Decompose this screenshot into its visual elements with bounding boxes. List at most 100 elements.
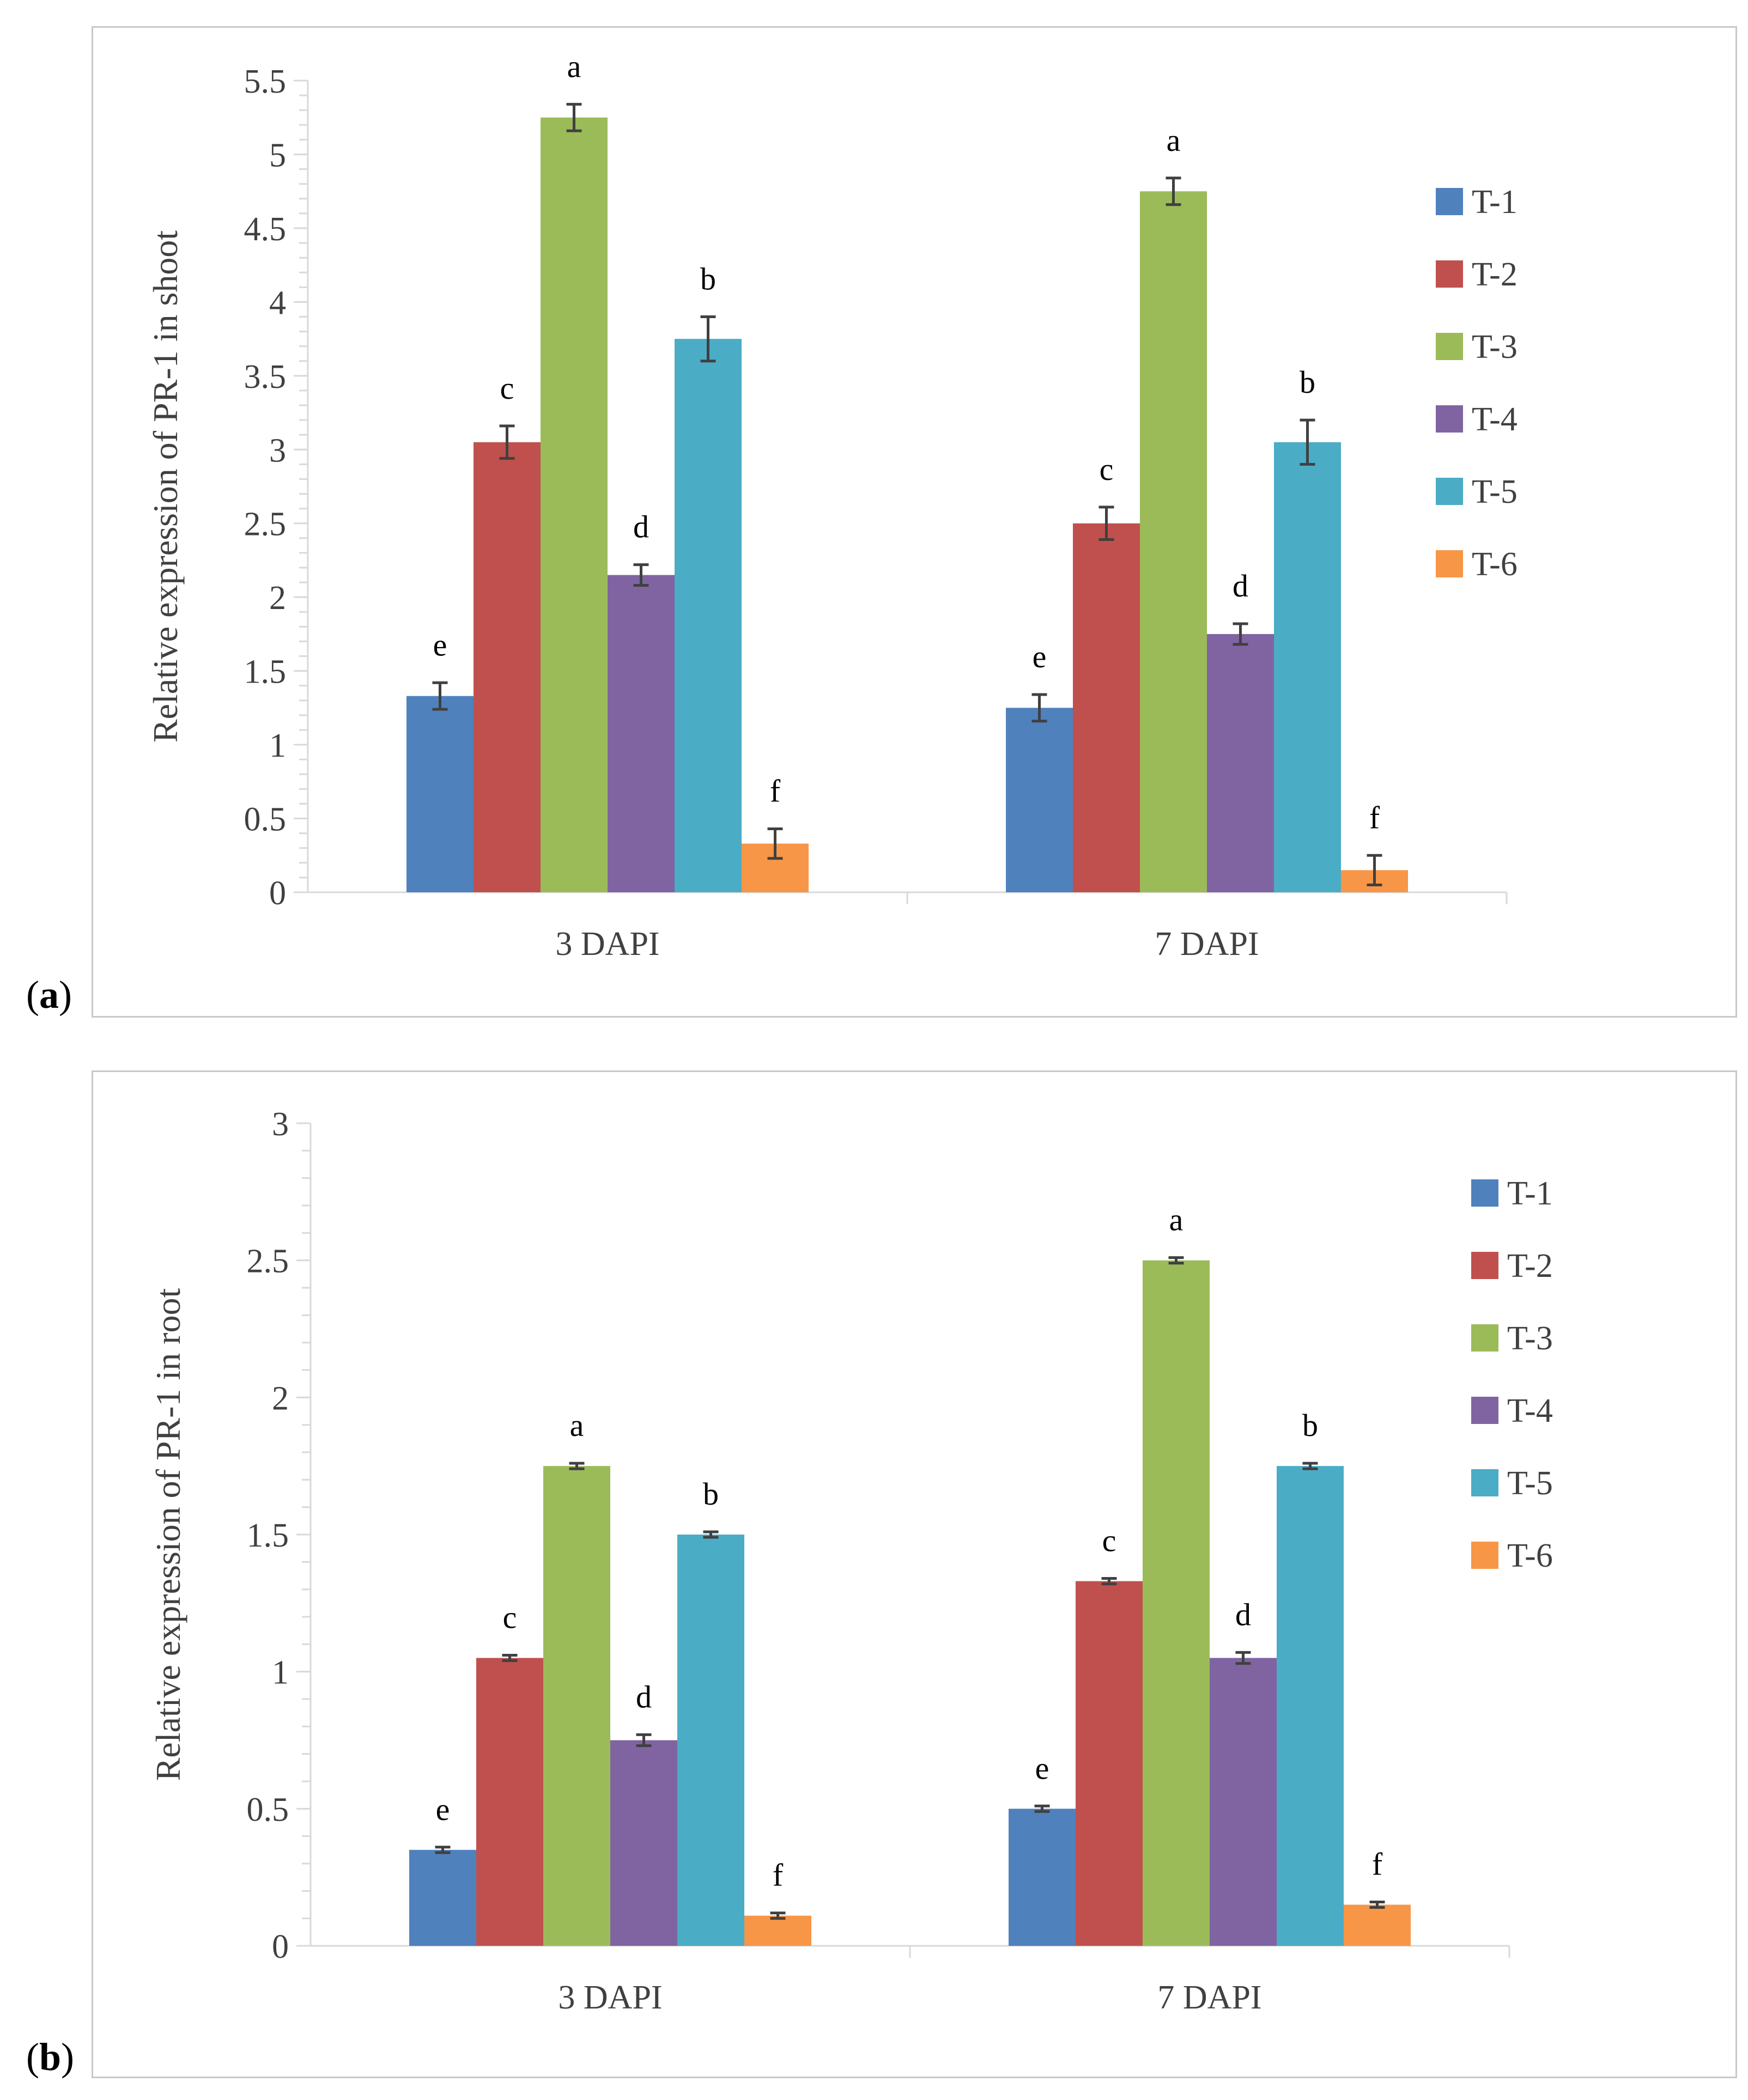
chart-b-bar-t-5-1 bbox=[677, 1535, 744, 1946]
chart-b-legend-label-t-2: T-2 bbox=[1507, 1247, 1553, 1285]
chart-b-sig-letter: e bbox=[1035, 1750, 1049, 1786]
chart-b-sig-letter: b bbox=[1302, 1408, 1318, 1443]
chart-b-sig-letter: a bbox=[570, 1408, 584, 1443]
chart-b-sig-letter: a bbox=[1169, 1202, 1183, 1238]
chart-a-y-tick-label: 3.5 bbox=[244, 358, 287, 395]
chart-a-bar-t-4-2 bbox=[1207, 634, 1274, 892]
chart-a-y-tick-label: 5.5 bbox=[244, 63, 287, 100]
chart-b-bar-t-2-1 bbox=[476, 1658, 543, 1946]
chart-b: 0 0.5 1 1.5 2 2.5 3 Relative expression of PR-1… bbox=[149, 1106, 1553, 2016]
chart-a-y-tick-label: 4.5 bbox=[244, 211, 287, 248]
chart-b-y-tick-label: 2.5 bbox=[247, 1243, 289, 1280]
chart-b-sig-letter: b bbox=[703, 1476, 719, 1512]
chart-b-sig-letter: c bbox=[503, 1599, 517, 1635]
chart-a-bar-t-2-1 bbox=[474, 442, 541, 892]
chart-a-sig-letter: b bbox=[700, 261, 716, 296]
chart-a-bar-t-4-1 bbox=[608, 575, 675, 892]
chart-a-sig-letter: d bbox=[633, 509, 649, 545]
chart-b-y-tick-label: 0 bbox=[272, 1928, 289, 1965]
chart-a-legend-label-t-5: T-5 bbox=[1472, 473, 1518, 510]
chart-b-legend-swatch-t-4 bbox=[1471, 1397, 1498, 1424]
chart-b-sig-letter: d bbox=[636, 1679, 652, 1714]
chart-b-legend-swatch-t-1 bbox=[1471, 1179, 1498, 1207]
chart-a-legend-swatch-t-3 bbox=[1436, 333, 1463, 360]
chart-b-y-tick-label: 1 bbox=[272, 1654, 289, 1691]
chart-a-sig-letter: f bbox=[1369, 800, 1380, 835]
chart-a-bar-t-5-2 bbox=[1274, 442, 1341, 892]
chart-a-legend-label-t-4: T-4 bbox=[1472, 401, 1518, 438]
panel-a-label: (a) bbox=[26, 973, 72, 1016]
chart-a-legend-label-t-1: T-1 bbox=[1472, 184, 1518, 221]
chart-a-sig-letter: a bbox=[567, 48, 581, 84]
chart-b-legend-swatch-t-2 bbox=[1471, 1252, 1498, 1279]
chart-b-x-tick-label: 7 DAPI bbox=[1157, 1979, 1261, 2016]
chart-a: 0 0.5 1 1.5 2 2.5 3 3.5 4 4.5 5 5.5 Relative express… bbox=[146, 48, 1518, 963]
chart-a-y-tick-label: 5 bbox=[269, 137, 286, 174]
chart-b-sig-letter: d bbox=[1235, 1597, 1251, 1632]
chart-a-bar-t-3-1 bbox=[541, 117, 608, 892]
chart-a-y-tick-label: 1.5 bbox=[244, 654, 287, 691]
chart-a-y-tick-label: 2.5 bbox=[244, 506, 287, 543]
chart-b-y-tick-label: 3 bbox=[272, 1106, 289, 1143]
chart-a-sig-letter: e bbox=[1033, 639, 1047, 674]
chart-b-sig-letter: f bbox=[1372, 1846, 1383, 1882]
chart-a-x-tick-label: 7 DAPI bbox=[1155, 926, 1259, 963]
chart-b-x-tick-label: 3 DAPI bbox=[558, 1979, 662, 2016]
chart-a-y-tick-label: 2 bbox=[269, 580, 286, 617]
chart-a-legend-label-t-6: T-6 bbox=[1472, 546, 1518, 583]
chart-a-legend-swatch-t-1 bbox=[1436, 188, 1463, 215]
chart-b-bar-t-6-2 bbox=[1344, 1904, 1411, 1946]
chart-b-sig-letter: c bbox=[1102, 1523, 1116, 1559]
chart-b-bar-t-3-1 bbox=[543, 1466, 610, 1946]
chart-b-legend-label-t-4: T-4 bbox=[1507, 1392, 1553, 1429]
chart-a-legend-label-t-3: T-3 bbox=[1472, 328, 1518, 366]
chart-b-y-axis-label: Relative expression of PR-1 in root bbox=[149, 1288, 187, 1781]
chart-a-legend-label-t-2: T-2 bbox=[1472, 256, 1518, 293]
chart-b-sig-letter: e bbox=[436, 1792, 450, 1827]
chart-a-legend-swatch-t-5 bbox=[1436, 478, 1463, 505]
chart-a-sig-letter: f bbox=[770, 774, 781, 809]
chart-b-y-tick-label: 0.5 bbox=[247, 1791, 289, 1828]
chart-a-bar-t-3-2 bbox=[1140, 191, 1207, 892]
chart-b-legend-swatch-t-3 bbox=[1471, 1324, 1498, 1352]
chart-a-sig-letter: d bbox=[1233, 568, 1248, 604]
chart-a-y-tick-label: 0 bbox=[269, 875, 286, 912]
chart-a-y-tick-label: 3 bbox=[269, 432, 286, 469]
chart-b-legend-swatch-t-5 bbox=[1471, 1469, 1498, 1496]
chart-b-legend-label-t-1: T-1 bbox=[1507, 1175, 1553, 1212]
chart-b-y-tick-label: 1.5 bbox=[247, 1517, 289, 1554]
chart-b-legend-label-t-5: T-5 bbox=[1507, 1465, 1553, 1502]
chart-a-sig-letter: e bbox=[433, 627, 447, 662]
chart-b-bar-t-5-2 bbox=[1277, 1466, 1344, 1946]
chart-b-bar-t-6-1 bbox=[744, 1915, 811, 1946]
chart-b-y-tick-label: 2 bbox=[272, 1380, 289, 1417]
chart-b-bar-t-2-2 bbox=[1076, 1581, 1143, 1946]
chart-a-y-tick-label: 1 bbox=[269, 727, 286, 764]
chart-a-bar-t-2-2 bbox=[1073, 523, 1140, 892]
chart-a-legend-swatch-t-6 bbox=[1436, 550, 1463, 577]
chart-a-sig-letter: b bbox=[1300, 364, 1315, 400]
chart-a-x-tick-label: 3 DAPI bbox=[555, 926, 659, 963]
panel-b-label: (b) bbox=[26, 2035, 75, 2079]
chart-b-bar-t-3-2 bbox=[1143, 1260, 1210, 1946]
chart-b-sig-letter: f bbox=[773, 1858, 784, 1893]
chart-b-bar-t-4-2 bbox=[1210, 1658, 1277, 1946]
chart-a-y-axis-label: Relative expression of PR-1 in shoot bbox=[146, 230, 185, 743]
chart-b-legend-label-t-3: T-3 bbox=[1507, 1320, 1553, 1357]
chart-b-legend-label-t-6: T-6 bbox=[1507, 1537, 1553, 1574]
chart-a-sig-letter: c bbox=[500, 370, 514, 406]
chart-a-y-tick-label: 4 bbox=[269, 284, 286, 321]
chart-a-bar-t-1-1 bbox=[406, 696, 474, 892]
panel-b-frame bbox=[92, 1070, 1737, 2078]
chart-a-legend-swatch-t-4 bbox=[1436, 405, 1463, 433]
chart-b-bar-t-1-1 bbox=[409, 1849, 476, 1946]
chart-a-legend-swatch-t-2 bbox=[1436, 260, 1463, 288]
chart-b-bar-t-1-2 bbox=[1009, 1809, 1076, 1946]
chart-a-sig-letter: a bbox=[1167, 123, 1181, 158]
chart-a-sig-letter: c bbox=[1100, 452, 1114, 487]
chart-a-bar-t-1-2 bbox=[1006, 708, 1073, 892]
chart-b-bar-t-4-1 bbox=[610, 1740, 677, 1946]
chart-b-legend-swatch-t-6 bbox=[1471, 1542, 1498, 1569]
chart-a-y-tick-label: 0.5 bbox=[244, 801, 287, 838]
chart-a-bar-t-5-1 bbox=[675, 339, 742, 892]
